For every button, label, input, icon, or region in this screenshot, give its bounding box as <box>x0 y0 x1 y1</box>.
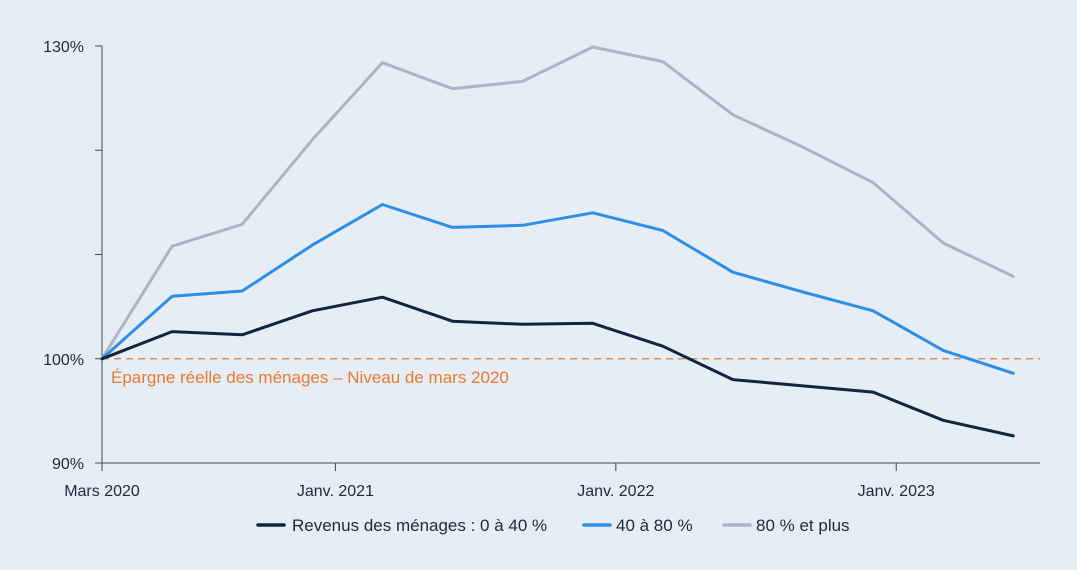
y-tick-label: 100% <box>43 352 84 369</box>
x-tick-label: Janv. 2022 <box>577 483 654 500</box>
series-line-1 <box>100 203 1015 375</box>
series-line-0 <box>100 295 1015 438</box>
reference-line-label: Épargne réelle des ménages – Niveau de m… <box>111 368 509 387</box>
x-tick-label: Janv. 2023 <box>858 483 935 500</box>
y-tick-label: 130% <box>43 39 84 56</box>
series-group <box>100 45 1015 438</box>
legend-label-0: Revenus des ménages : 0 à 40 % <box>292 516 547 535</box>
reference-line-group: Épargne réelle des ménages – Niveau de m… <box>102 358 1040 387</box>
legend: Revenus des ménages : 0 à 40 % 40 à 80 % 8… <box>256 516 850 535</box>
chart-axes: 90% 100% 130% Mars 2020 Janv. 2021 Janv. 2022… <box>43 39 1040 500</box>
x-tick-label: Mars 2020 <box>64 483 140 500</box>
x-tick-label: Janv. 2021 <box>297 483 374 500</box>
legend-label-2: 80 % et plus <box>756 516 850 535</box>
legend-label-1: 40 à 80 % <box>616 516 693 535</box>
series-line-2 <box>100 45 1015 361</box>
y-tick-label: 90% <box>52 456 84 473</box>
